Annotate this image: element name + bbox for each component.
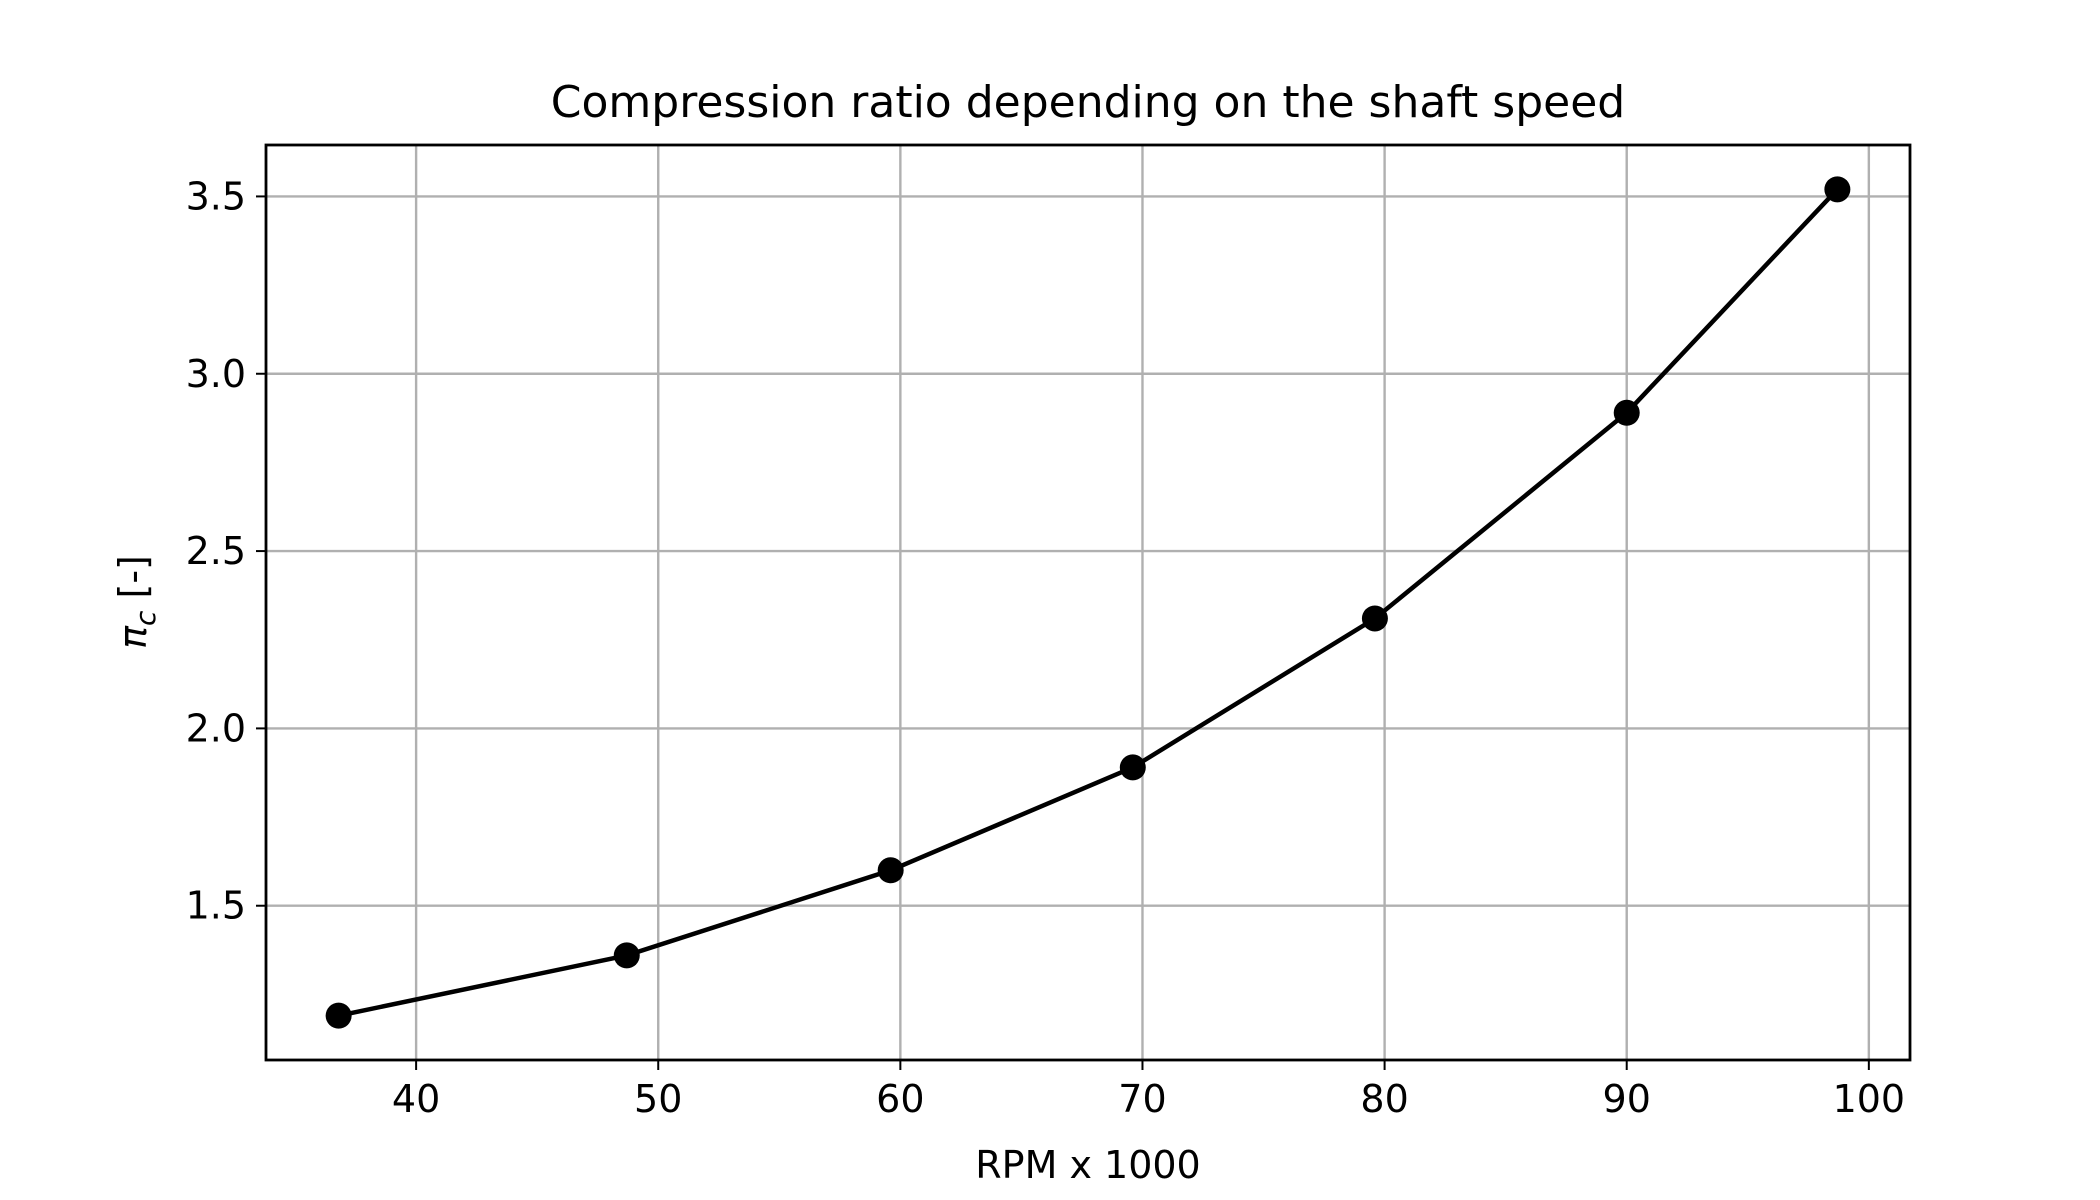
- y-axis-label: πc [-]: [111, 555, 162, 649]
- y-tick-label: 3.0: [186, 352, 246, 396]
- chart-title: Compression ratio depending on the shaft…: [551, 77, 1625, 128]
- axis-ticks: 40 50 60 70 80 90 100 1.5 2.0 2.5 3.0 3.5: [186, 174, 1906, 1121]
- x-tick-label: 70: [1118, 1077, 1166, 1121]
- data-point-marker: [1119, 754, 1146, 781]
- plot-area-frame: [264, 143, 1912, 1062]
- y-axis-label-subscript: c: [129, 610, 162, 626]
- y-tick-label: 2.5: [186, 529, 246, 573]
- data-point-marker: [1361, 605, 1388, 632]
- x-tick-label: 100: [1833, 1077, 1906, 1121]
- grid: [266, 145, 1910, 1060]
- data-point-marker: [1824, 176, 1851, 203]
- x-tick-label: 50: [634, 1077, 682, 1121]
- y-axis-label-unit: [-]: [111, 555, 155, 610]
- y-axis-label-symbol: π: [111, 625, 155, 649]
- y-tick-label: 1.5: [186, 884, 246, 928]
- y-tick-label: 2.0: [186, 706, 246, 750]
- data-point-marker: [325, 1002, 352, 1029]
- data-markers: [325, 176, 1851, 1029]
- data-point-marker: [613, 942, 640, 969]
- data-point-marker: [877, 857, 904, 884]
- x-tick-label: 90: [1603, 1077, 1651, 1121]
- data-point-marker: [1613, 399, 1640, 426]
- x-tick-label: 60: [876, 1077, 924, 1121]
- x-tick-label: 40: [392, 1077, 440, 1121]
- x-tick-label: 80: [1360, 1077, 1408, 1121]
- y-tick-label: 3.5: [186, 174, 246, 218]
- x-axis-label: RPM x 1000: [975, 1143, 1200, 1187]
